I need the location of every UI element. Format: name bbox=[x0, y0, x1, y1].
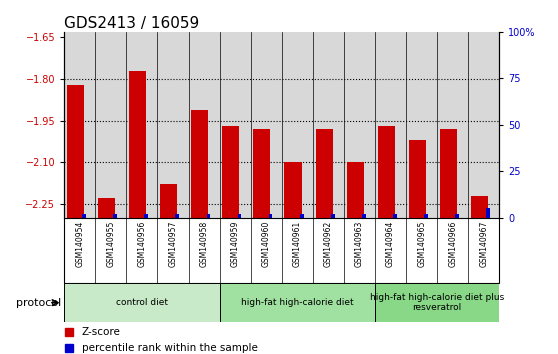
Bar bbox=[222, 126, 239, 218]
Text: high-fat high-calorie diet: high-fat high-calorie diet bbox=[241, 298, 354, 307]
Text: GSM140965: GSM140965 bbox=[417, 221, 426, 267]
Bar bbox=[393, 214, 397, 218]
Text: percentile rank within the sample: percentile rank within the sample bbox=[81, 343, 257, 353]
Text: GSM140964: GSM140964 bbox=[386, 221, 395, 267]
Text: GSM140958: GSM140958 bbox=[200, 221, 209, 267]
Bar bbox=[409, 140, 426, 218]
Text: GDS2413 / 16059: GDS2413 / 16059 bbox=[64, 16, 199, 31]
Text: high-fat high-calorie diet plus
resveratrol: high-fat high-calorie diet plus resverat… bbox=[370, 293, 504, 312]
Bar bbox=[471, 195, 488, 218]
Bar bbox=[129, 71, 146, 218]
Bar bbox=[191, 109, 208, 218]
Bar bbox=[82, 214, 86, 218]
Bar bbox=[285, 162, 301, 218]
Bar bbox=[378, 126, 395, 218]
Bar bbox=[487, 209, 490, 218]
Text: GSM140967: GSM140967 bbox=[479, 221, 488, 267]
Text: GSM140960: GSM140960 bbox=[262, 221, 271, 267]
Bar bbox=[269, 214, 272, 218]
Text: control diet: control diet bbox=[116, 298, 168, 307]
Bar bbox=[347, 162, 364, 218]
Bar bbox=[440, 129, 457, 218]
Bar bbox=[300, 214, 304, 218]
Text: GSM140966: GSM140966 bbox=[448, 221, 457, 267]
Bar bbox=[220, 283, 375, 322]
Text: GSM140963: GSM140963 bbox=[355, 221, 364, 267]
Text: GSM140962: GSM140962 bbox=[324, 221, 333, 267]
Bar bbox=[64, 283, 220, 322]
Bar bbox=[113, 214, 117, 218]
Text: GSM140956: GSM140956 bbox=[137, 221, 146, 267]
Bar bbox=[145, 214, 148, 218]
Bar bbox=[331, 214, 335, 218]
Bar bbox=[253, 129, 271, 218]
Bar bbox=[67, 85, 84, 218]
Bar bbox=[160, 184, 177, 218]
Bar bbox=[315, 129, 333, 218]
Bar bbox=[98, 198, 115, 218]
Bar bbox=[238, 214, 242, 218]
Bar bbox=[175, 214, 179, 218]
Bar bbox=[455, 214, 459, 218]
Bar bbox=[424, 214, 428, 218]
Bar bbox=[206, 214, 210, 218]
Bar bbox=[375, 283, 499, 322]
Text: GSM140959: GSM140959 bbox=[230, 221, 239, 267]
Text: GSM140961: GSM140961 bbox=[293, 221, 302, 267]
Bar bbox=[362, 214, 365, 218]
Text: GSM140954: GSM140954 bbox=[75, 221, 84, 267]
Text: GSM140957: GSM140957 bbox=[169, 221, 177, 267]
Text: GSM140955: GSM140955 bbox=[107, 221, 116, 267]
Text: Z-score: Z-score bbox=[81, 327, 121, 337]
Text: protocol: protocol bbox=[16, 298, 61, 308]
